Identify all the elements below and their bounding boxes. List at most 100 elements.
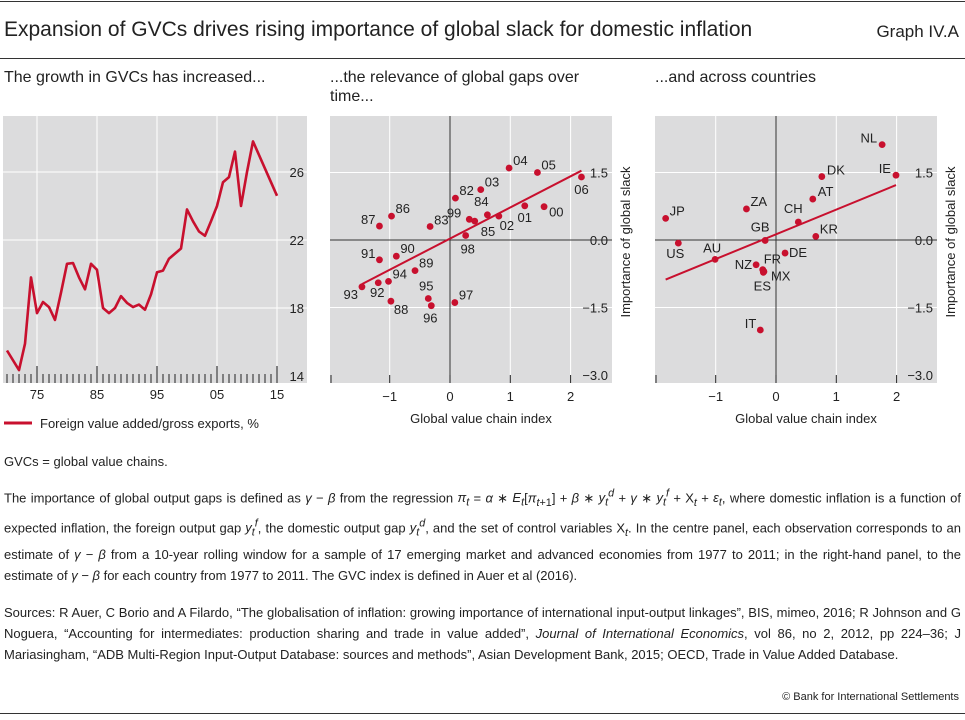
center-point-label: 88 xyxy=(394,302,408,317)
copyright: © Bank for International Settlements xyxy=(782,691,959,703)
right-point-label: GB xyxy=(751,219,770,234)
center-x-tick-label: 2 xyxy=(567,389,574,404)
graph-number: Graph IV.A xyxy=(876,22,959,41)
right-y-axis-title: Importance of global slack xyxy=(943,166,958,318)
center-point xyxy=(505,164,513,172)
title-rule xyxy=(0,58,965,59)
right-fit-line xyxy=(665,184,897,281)
center-point xyxy=(376,256,383,264)
center-point-label: 91 xyxy=(361,246,375,261)
center-point xyxy=(388,212,395,220)
right-point xyxy=(809,195,817,203)
center-point xyxy=(358,283,366,291)
right-point xyxy=(812,233,820,240)
left-series-line xyxy=(5,140,279,372)
right-y-tick-label: 0.0 xyxy=(915,233,933,248)
right-point-label: IE xyxy=(879,161,892,176)
center-panel-title-line2: time... xyxy=(330,88,374,105)
right-point xyxy=(711,255,719,263)
definition-note: The importance of global output gaps is … xyxy=(4,488,961,583)
abbreviation-note: GVCs = global value chains. xyxy=(4,454,168,469)
center-x-axis-title: Global value chain index xyxy=(410,411,552,426)
center-point xyxy=(424,295,432,302)
legend-label: Foreign value added/gross exports, % xyxy=(40,416,259,431)
center-point-label: 00 xyxy=(549,205,563,220)
center-point-label: 93 xyxy=(343,287,357,302)
right-point-label: AT xyxy=(818,184,834,199)
center-point-label: 01 xyxy=(518,210,532,225)
left-x-tick-label: 75 xyxy=(30,387,44,402)
center-point xyxy=(465,215,473,223)
center-point-label: 98 xyxy=(460,242,474,257)
right-point-label: DE xyxy=(789,245,807,260)
right-y-tick-label: 1.5 xyxy=(915,166,933,181)
right-point-label: FR xyxy=(764,252,781,267)
center-point xyxy=(427,302,435,310)
center-point-label: 94 xyxy=(392,266,406,281)
right-plot-area xyxy=(655,116,937,383)
center-point-label: 02 xyxy=(500,218,514,233)
center-y-tick-label: −1.5 xyxy=(582,301,608,316)
right-point xyxy=(662,215,670,222)
right-y-tick-label: −3.0 xyxy=(907,368,933,383)
center-point-label: 03 xyxy=(485,175,499,190)
center-point xyxy=(376,222,383,230)
right-point-label: NL xyxy=(861,131,878,146)
right-x-tick-label: 2 xyxy=(893,389,900,404)
center-point-label: 92 xyxy=(370,285,384,300)
center-point-label: 83 xyxy=(434,213,448,228)
right-point-label: ES xyxy=(754,278,772,293)
right-x-tick-label: −1 xyxy=(708,389,723,404)
center-point xyxy=(374,279,382,287)
right-x-tick-label: 1 xyxy=(833,389,840,404)
left-x-tick-label: 15 xyxy=(270,387,284,402)
charts-canvas: 75 85 95 05 15 14 1 82 2 26 Foreign value added/gr… xyxy=(3,116,958,431)
top-rule xyxy=(0,1,965,2)
center-point-label: 99 xyxy=(447,205,461,220)
right-point-label: ZA xyxy=(750,194,767,209)
center-point-label: 85 xyxy=(481,224,495,239)
right-point xyxy=(743,205,750,213)
right-point-label: CH xyxy=(784,201,803,216)
center-point-label: 97 xyxy=(459,288,473,303)
center-point-label: 05 xyxy=(541,158,555,173)
center-point xyxy=(462,232,470,239)
center-point-label: 89 xyxy=(419,256,433,271)
center-x-tick-label: −1 xyxy=(382,389,397,404)
center-point-label: 95 xyxy=(419,279,433,294)
right-point xyxy=(878,141,886,149)
left-y-tick-label: 22 xyxy=(290,233,304,248)
right-point-label: KR xyxy=(820,221,838,236)
left-y-tick-label: 14 xyxy=(290,369,304,384)
center-point xyxy=(521,202,529,210)
right-x-tick-label: 0 xyxy=(772,389,779,404)
left-x-tick-label: 85 xyxy=(90,387,104,402)
center-y-axis-title: Importance of global slack xyxy=(618,166,633,318)
right-point-label: US xyxy=(666,246,684,261)
center-x-tick-label: 0 xyxy=(446,389,453,404)
center-point-label: 82 xyxy=(459,183,473,198)
center-x-tick-label: 1 xyxy=(507,389,514,404)
center-fit-line xyxy=(361,169,582,285)
center-point-label: 86 xyxy=(396,201,410,216)
right-point xyxy=(761,237,769,244)
right-point-label: JP xyxy=(670,203,685,218)
right-point xyxy=(756,326,764,334)
right-y-tick-label: −1.5 xyxy=(907,301,933,316)
center-point xyxy=(451,299,459,306)
center-point xyxy=(411,267,419,274)
center-point xyxy=(578,173,585,181)
center-y-tick-label: 0.0 xyxy=(590,233,608,248)
right-x-axis-title: Global value chain index xyxy=(735,411,877,426)
right-point-label: MX xyxy=(771,269,791,284)
right-panel-title: ...and across countries xyxy=(655,69,816,86)
right-point xyxy=(892,171,900,179)
center-panel-title-line1: ...the relevance of global gaps over xyxy=(330,69,580,86)
sources-note: Sources: R Auer, C Borio and A Filardo, … xyxy=(4,605,961,662)
right-point-label: NZ xyxy=(735,257,752,272)
left-x-tick-label: 05 xyxy=(210,387,224,402)
right-point xyxy=(818,173,826,180)
right-point xyxy=(759,269,767,276)
left-y-tick-label: 26 xyxy=(290,165,304,180)
center-point xyxy=(495,212,503,220)
